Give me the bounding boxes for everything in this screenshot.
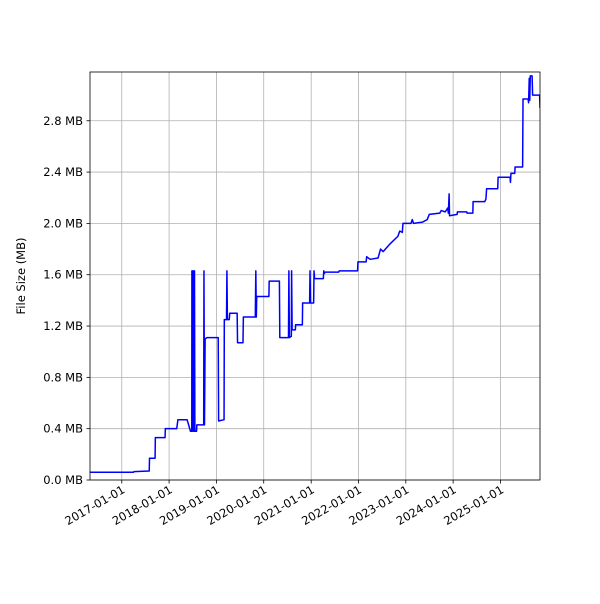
series-layer (90, 75, 540, 474)
file-size-series-line (90, 75, 540, 474)
y-tick-label: 2.0 MB (43, 216, 83, 230)
y-tick-label: 0.8 MB (43, 370, 83, 384)
y-tick-label: 0.4 MB (43, 422, 83, 436)
y-tick-label: 2.8 MB (43, 114, 83, 128)
y-axis-ticks: 0.0 MB 0.4 MB 0.8 MB 1.2 MB 1.6 MB 2.0 MB 2.4 … (43, 114, 90, 487)
grid-lines (90, 72, 540, 481)
y-tick-label: 1.6 MB (43, 268, 83, 282)
axes-frame (89, 71, 541, 481)
y-tick-label: 2.4 MB (43, 165, 83, 179)
y-tick-label: 0.0 MB (43, 473, 83, 487)
y-axis-label: File Size (MB) (14, 238, 28, 315)
y-tick-label: 1.2 MB (43, 319, 83, 333)
